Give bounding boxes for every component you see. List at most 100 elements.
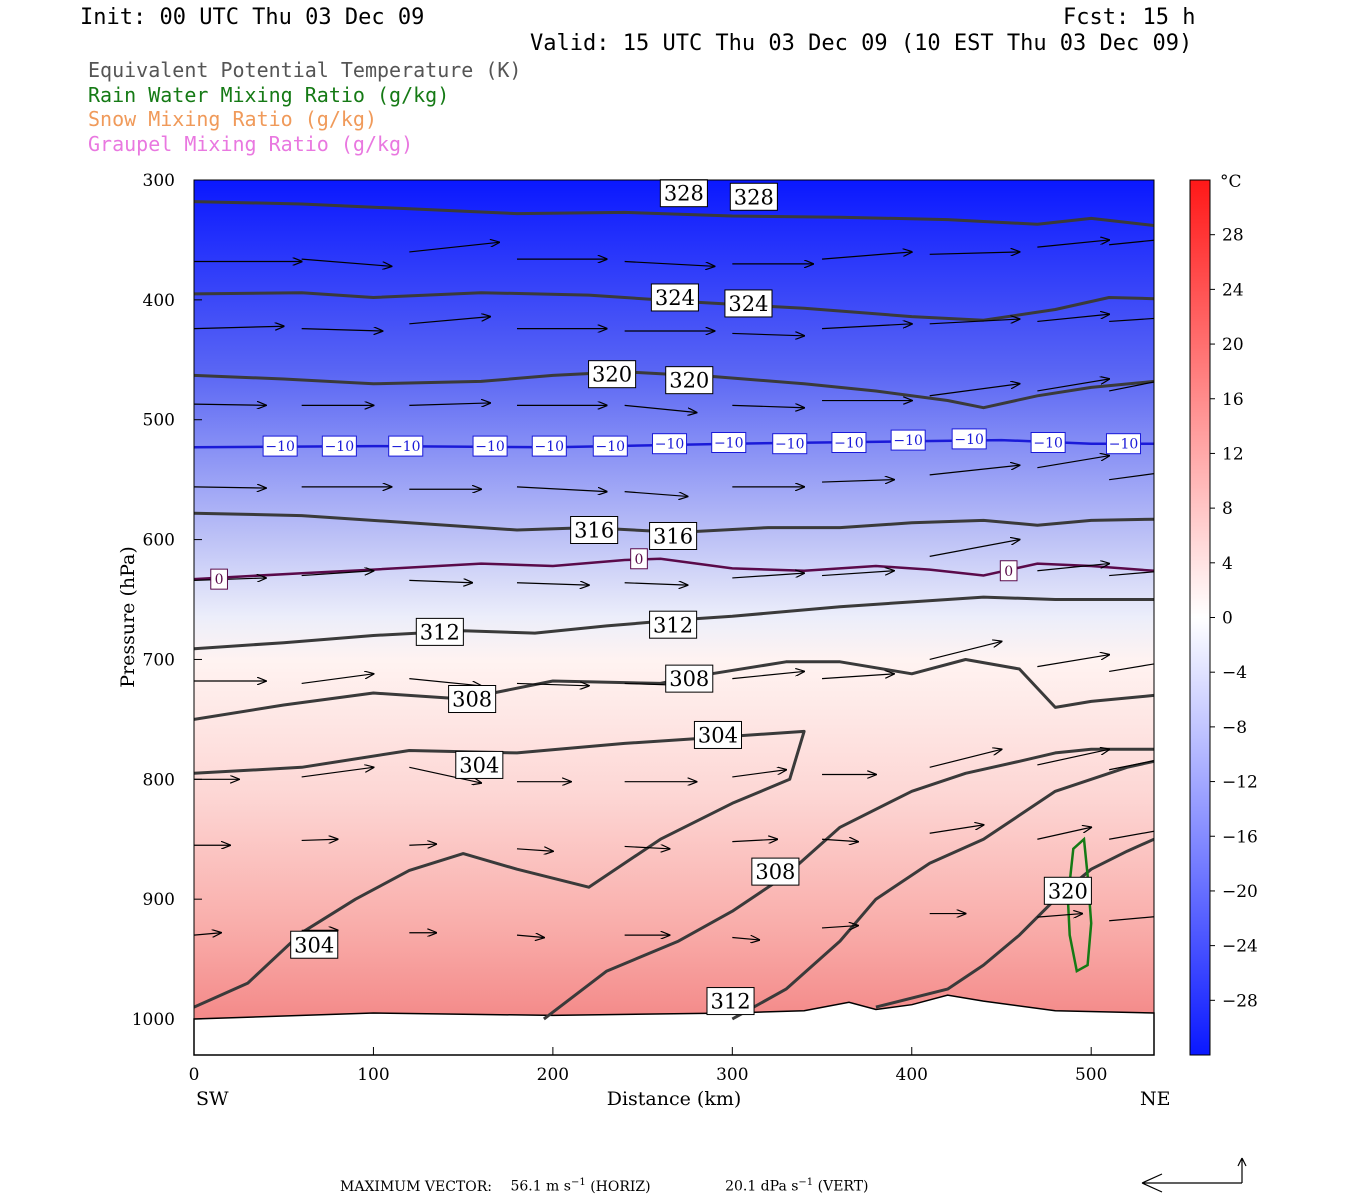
theta-e-label-328-box [729, 182, 778, 211]
wind-vector [1037, 749, 1109, 766]
wind-vector [1037, 379, 1109, 392]
contour-labels: 328 328 324 324 320 320 316 316 312 312 308 308 304 3… [210, 179, 1142, 1016]
theta-e-label-324-box [724, 289, 773, 318]
wind-vector [194, 578, 266, 580]
wind-vector [1109, 760, 1154, 771]
theta-e-label-312-box [706, 987, 755, 1016]
colorbar-label: −12 [1222, 773, 1258, 793]
theta-e-label-304: 304 [698, 724, 738, 748]
theta-e-label-308-box [665, 664, 714, 693]
legend-snow: Snow Mixing Ratio (g/kg) [88, 107, 377, 131]
theta-e-label-304-box [290, 930, 339, 959]
theta-e-label-320: 320 [1048, 879, 1088, 903]
theta-e-label-324: 324 [728, 292, 768, 316]
x-end-label-right: NE [1140, 1088, 1171, 1110]
wind-vector [409, 766, 481, 783]
wind-vector [1109, 239, 1154, 246]
wind-vector [929, 465, 1020, 476]
wind-vector [516, 935, 544, 937]
theta-e-label-312-box [415, 617, 464, 646]
y-axis: 300 400 500 600 700 800 900 1000 [132, 171, 202, 1030]
theta-e-contour-320 [194, 370, 1154, 410]
wind-vector [301, 839, 338, 840]
horiz-vector-tag: (HORIZ) [590, 1178, 651, 1195]
wind-vector [732, 770, 786, 778]
theta-e-label-304-box [693, 720, 742, 749]
isotherm-label-−10: −10 [1109, 437, 1139, 453]
theta-e-contour-312 [194, 595, 1154, 651]
theta-e-label-328-box [659, 179, 708, 208]
wind-vector [1037, 564, 1109, 572]
wind-vector [929, 749, 1002, 768]
theta-e-label-308: 308 [755, 860, 795, 884]
x-tick-label: 200 [537, 1065, 569, 1085]
wind-vector [194, 404, 266, 405]
colorbar-label: −20 [1222, 882, 1258, 902]
y-tick-label: 800 [143, 770, 175, 790]
isotherm-label-−10: −10 [1033, 436, 1063, 452]
wind-vector [1109, 571, 1154, 577]
x-tick-label: 100 [357, 1065, 389, 1085]
wind-vector [301, 674, 374, 685]
wind-vector [1037, 914, 1082, 918]
theta-e-label-304: 304 [294, 933, 334, 957]
theta-e-contour-308 [194, 658, 1154, 721]
max-vector-label: MAXIMUM VECTOR: [340, 1178, 492, 1195]
isotherm-label-−10-box [951, 428, 987, 450]
isotherm-label-0: 0 [215, 572, 224, 588]
wind-vector [624, 583, 688, 585]
theta-e-label-312: 312 [653, 613, 693, 637]
isotherm-label-−10-box [388, 435, 424, 457]
colorbar-label: 8 [1222, 499, 1233, 519]
wind-vector [409, 678, 481, 686]
vert-vector-value: 20.1 dPa s [725, 1178, 799, 1195]
theta-e-label-320: 320 [669, 369, 709, 393]
wind-vector [409, 580, 472, 582]
colorbar-label: 12 [1222, 444, 1244, 464]
x-tick-label: 400 [896, 1065, 928, 1085]
theta-e-label-316: 316 [653, 525, 693, 549]
wind-vector [821, 252, 912, 260]
isotherm-label-0: 0 [635, 552, 644, 568]
colorbar-unit: °C [1220, 172, 1242, 192]
wind-vector [516, 849, 553, 851]
isotherm-label-−10-box [592, 435, 628, 457]
colorbar-label: −8 [1222, 718, 1247, 738]
theta-e-contour-320 [875, 837, 1154, 1009]
horiz-vector-value: 56.1 m s [510, 1178, 571, 1195]
wind-vector [1037, 314, 1109, 323]
theta-e-label-324-box [650, 283, 699, 312]
theta-e-label-312: 312 [710, 990, 750, 1014]
wind-vector [732, 405, 804, 407]
colorbar-label: −16 [1222, 827, 1258, 847]
theta-e-label-324: 324 [655, 286, 695, 310]
wind-vector [732, 839, 777, 841]
y-tick-label: 400 [143, 291, 175, 311]
y-tick-label: 600 [143, 531, 175, 551]
wind-vector [624, 260, 715, 267]
wind-vector [194, 487, 266, 488]
wind-vector [732, 671, 804, 680]
wind-vector [1109, 381, 1154, 392]
y-tick-label: 300 [143, 171, 175, 191]
theta-e-label-316: 316 [574, 519, 614, 543]
wind-vector [929, 252, 1020, 254]
legend-theta-e: Equivalent Potential Temperature (K) [88, 58, 522, 82]
isotherm-label-−10: −10 [893, 433, 923, 449]
x-axis: 0 100 200 300 400 500 [189, 1047, 1107, 1085]
isotherm-0 [194, 557, 1154, 581]
wind-vector [732, 938, 759, 940]
x-tick-label: 0 [189, 1065, 200, 1085]
colorbar-label: 24 [1222, 280, 1244, 300]
theta-e-label-316-box [570, 516, 619, 544]
theta-e-label-312: 312 [420, 620, 460, 644]
wind-vector [929, 319, 1020, 325]
y-axis-label: Pressure (hPa) [117, 546, 139, 688]
wind-vector [301, 329, 383, 331]
wind-vector [516, 486, 607, 492]
terrain-mask [193, 994, 1155, 1056]
max-vector-readout: MAXIMUM VECTOR: 56.1 m s−1 (HORIZ) 20.1 … [340, 1177, 869, 1195]
wind-vector [1037, 827, 1091, 840]
theta-e-contour-328 [194, 200, 1154, 227]
horiz-vector-exponent: −1 [570, 1177, 586, 1188]
